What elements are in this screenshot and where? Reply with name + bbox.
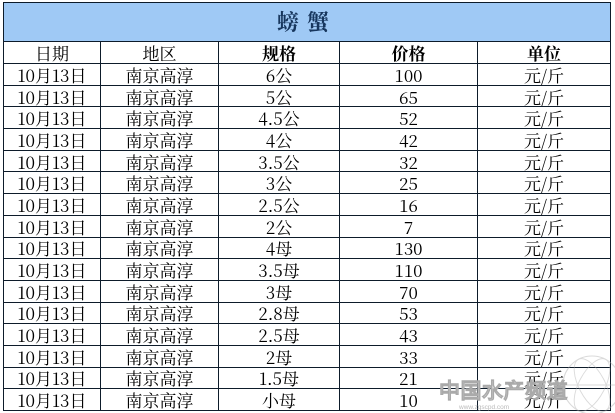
- svg-text:中国水产频道: 中国水产频道: [439, 379, 568, 403]
- svg-text:www.zgscpd.com: www.zgscpd.com: [458, 404, 509, 411]
